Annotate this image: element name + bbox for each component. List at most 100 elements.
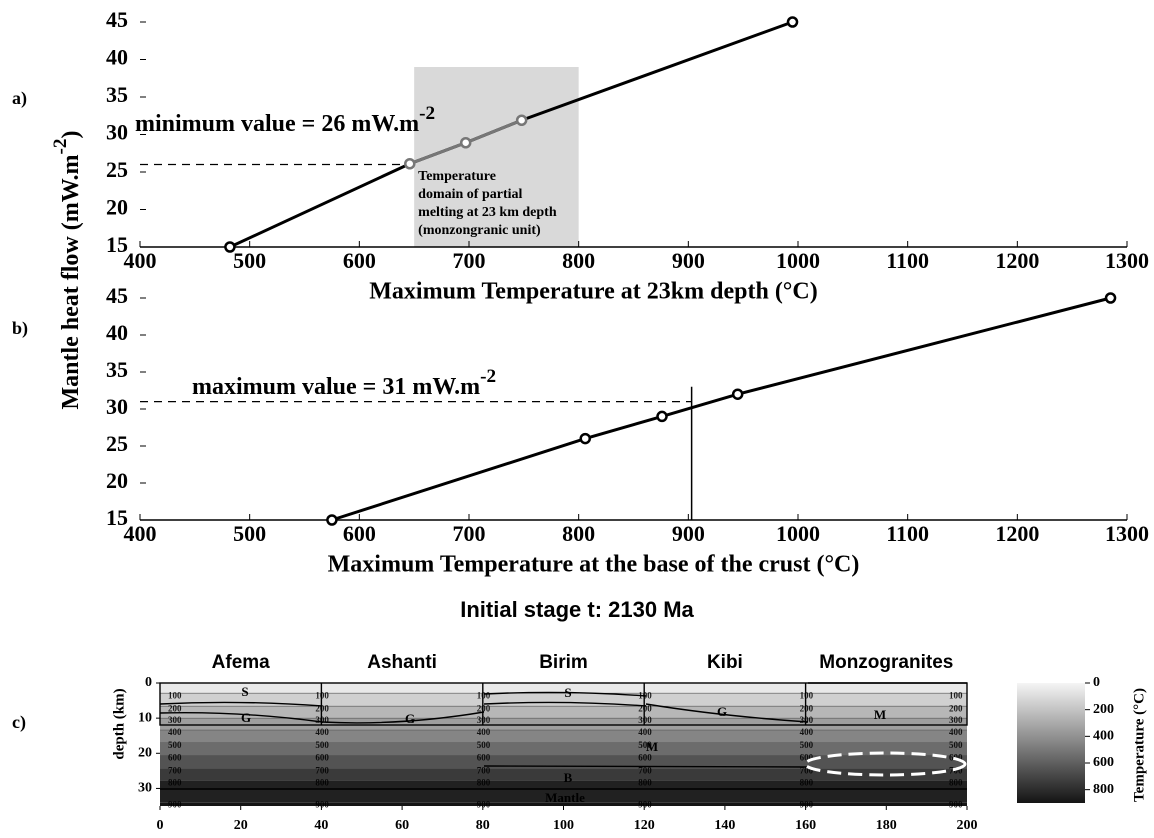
isotherm-label: 200	[638, 703, 652, 713]
point	[656, 410, 668, 423]
annotation-sup: -2	[50, 138, 71, 154]
y-tick-label: 25	[106, 157, 128, 182]
isotherm-label: 200	[800, 703, 814, 713]
unit-label: G	[717, 704, 727, 719]
isotherm-label: 800	[638, 777, 652, 787]
x-tick-label: 80	[476, 818, 490, 833]
temperature-band	[160, 755, 967, 769]
isotherm-label: 700	[638, 765, 652, 775]
unit-label: S	[241, 684, 248, 699]
isotherm-label: 300	[168, 715, 182, 725]
temperature-band	[160, 718, 967, 731]
panel-label: b)	[12, 318, 28, 339]
isotherm-label: 600	[800, 752, 814, 762]
x-tick-label: 100	[553, 818, 574, 833]
column-label: Monzogranites	[819, 652, 953, 673]
unit-label: S	[564, 685, 571, 700]
isotherm-label: 500	[477, 740, 491, 750]
annotation-sup: -2	[480, 366, 496, 387]
isotherm-label: 300	[315, 715, 329, 725]
x-tick-label: 200	[957, 818, 978, 833]
x-tick-label: 700	[453, 521, 486, 546]
unit-label: B	[564, 770, 573, 785]
x-tick-label: 600	[343, 521, 376, 546]
unit-label: G	[241, 710, 251, 725]
y-tick-label: 25	[106, 431, 128, 456]
isotherm-label: 600	[638, 752, 652, 762]
unit-contact	[159, 701, 323, 707]
temperature-band	[160, 730, 967, 743]
column-label: Birim	[539, 652, 588, 673]
point	[579, 432, 591, 445]
y-tick-label: 35	[106, 357, 128, 382]
isotherm-label: 200	[477, 703, 491, 713]
temperature-band	[160, 693, 967, 707]
unit-label: Mantle	[545, 790, 585, 805]
point	[459, 137, 472, 149]
unit-contact	[321, 711, 485, 724]
isotherm-label: 800	[168, 777, 182, 787]
temperature-band	[160, 706, 967, 719]
x-axis-label: Maximum Temperature at the base of the c…	[328, 552, 860, 578]
panel-label: a)	[12, 88, 27, 109]
temperature-band	[160, 768, 967, 781]
line	[331, 296, 1111, 522]
x-tick-label: 1200	[995, 521, 1039, 546]
unit-contact	[483, 701, 647, 707]
y-tick-label: 15	[106, 505, 128, 530]
x-tick-label: 1300	[1105, 521, 1149, 546]
unit-contact	[483, 765, 809, 768]
x-tick-label: 1000	[776, 248, 820, 273]
shaded-label: (monzongranic unit)	[418, 223, 541, 238]
isotherm-label: 700	[800, 765, 814, 775]
annotation: maximum value = 31 mW.m-2	[192, 366, 496, 400]
isotherm-label: 700	[168, 765, 182, 775]
isotherm-label: 400	[638, 727, 652, 737]
y-tick-label: 40	[106, 45, 128, 70]
isotherm-label: 900	[315, 800, 329, 810]
isotherm-label: 800	[949, 777, 963, 787]
isotherm-label: 500	[315, 740, 329, 750]
temperature-band	[160, 802, 967, 806]
isotherm-label: 600	[168, 752, 182, 762]
isotherm-label: 500	[800, 740, 814, 750]
isotherm-label: 100	[477, 690, 491, 700]
colorbar-tick-label: 200	[1093, 702, 1114, 717]
isotherm-label: 500	[168, 740, 182, 750]
x-tick-label: 1000	[776, 521, 820, 546]
y-tick-label: 45	[106, 7, 128, 32]
column-label: Afema	[212, 652, 271, 673]
colorbar-label: Temperature (°C)	[1131, 688, 1147, 802]
isotherm-label: 800	[800, 777, 814, 787]
x-tick-label: 600	[343, 248, 376, 273]
isotherm-label: 700	[477, 765, 491, 775]
x-tick-label: 500	[233, 248, 266, 273]
y-axis-label: depth (km)	[111, 688, 127, 759]
isotherm-label: 100	[800, 690, 814, 700]
y-tick-label: 30	[138, 781, 152, 796]
shaded-label: domain of partial	[418, 187, 522, 202]
unit-contact	[159, 711, 323, 723]
shaded-domain	[414, 67, 579, 247]
temperature-band	[160, 780, 967, 803]
isotherm-label: 200	[949, 703, 963, 713]
isotherm-label: 900	[477, 800, 491, 810]
y-tick-label: 0	[145, 675, 152, 690]
annotation: Mantle heat flow (mW.m-2)	[50, 130, 84, 409]
x-tick-label: 700	[453, 248, 486, 273]
unit-label: M	[646, 739, 658, 754]
unit-contact	[645, 703, 809, 723]
x-axis-label: Maximum Temperature at 23km depth (°C)	[369, 279, 817, 305]
isotherm-label: 800	[477, 777, 491, 787]
x-tick-label: 60	[395, 818, 409, 833]
y-tick-label: 10	[138, 710, 152, 725]
x-tick-label: 120	[634, 818, 655, 833]
isotherm-label: 200	[315, 703, 329, 713]
isotherm-label: 400	[315, 727, 329, 737]
isotherm-label: 300	[477, 715, 491, 725]
unit-label: M	[874, 707, 886, 722]
annotation-after: )	[58, 130, 84, 138]
colorbar-tick-label: 0	[1093, 675, 1100, 690]
isotherm-label: 500	[949, 740, 963, 750]
